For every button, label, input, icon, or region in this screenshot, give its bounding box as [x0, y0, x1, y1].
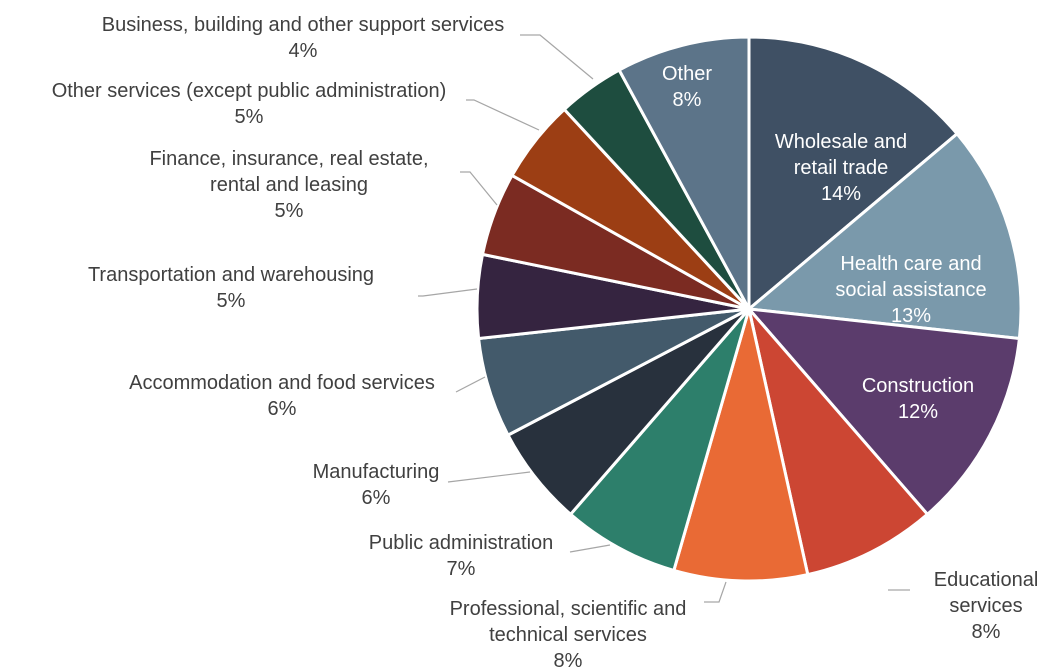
slice-value-label: 5% — [235, 106, 264, 128]
slice-value-label: 12% — [898, 401, 938, 423]
slice-value-label: 8% — [673, 89, 702, 111]
leader-line-finance-insurance-real-estate-rental-and-leasing — [460, 172, 497, 205]
slice-value-label: 5% — [217, 290, 246, 312]
slice-label-transportation-and-warehousing: Transportation and warehousing 5% — [88, 264, 374, 312]
slice-category-label: retail trade — [794, 157, 889, 179]
slice-category-label: Other — [662, 63, 712, 85]
slice-category-label: social assistance — [835, 279, 986, 301]
leader-line-other-services-except-public-administration — [466, 100, 539, 130]
leader-line-accommodation-and-food-services — [456, 377, 485, 392]
slice-category-label: Wholesale and — [775, 131, 907, 153]
leader-line-transportation-and-warehousing — [418, 289, 477, 296]
slice-category-label: Other services (except public administra… — [52, 80, 447, 102]
slice-value-label: 8% — [554, 650, 583, 671]
slice-label-business-building-and-other-support-services: Business, building and other support ser… — [102, 14, 504, 62]
slice-label-manufacturing: Manufacturing 6% — [313, 461, 440, 509]
slice-category-label: Construction — [862, 375, 974, 397]
slice-category-label: services — [949, 595, 1022, 617]
slice-label-accommodation-and-food-services: Accommodation and food services 6% — [129, 372, 435, 420]
slice-value-label: 4% — [289, 40, 318, 62]
slice-category-label: Accommodation and food services — [129, 372, 435, 394]
slice-value-label: 13% — [891, 305, 931, 327]
slice-category-label: Finance, insurance, real estate, — [149, 148, 428, 170]
slice-category-label: rental and leasing — [210, 174, 368, 196]
slice-value-label: 6% — [268, 398, 297, 420]
slice-value-label: 14% — [821, 183, 861, 205]
slice-category-label: technical services — [489, 624, 647, 646]
slice-value-label: 7% — [447, 558, 476, 580]
leader-line-business-building-and-other-support-services — [520, 35, 593, 79]
leader-line-professional-scientific-and-technical-services — [704, 582, 726, 602]
slice-category-label: Transportation and warehousing — [88, 264, 374, 286]
slice-category-label: Business, building and other support ser… — [102, 14, 504, 36]
slice-value-label: 6% — [362, 487, 391, 509]
slice-value-label: 8% — [972, 621, 1001, 643]
leader-line-manufacturing — [448, 472, 530, 482]
slice-label-other-services-except-public-administration: Other services (except public administra… — [52, 80, 447, 128]
slice-category-label: Public administration — [369, 532, 554, 554]
slice-category-label: Professional, scientific and — [450, 598, 687, 620]
slice-category-label: Health care and — [840, 253, 981, 275]
slice-label-finance-insurance-real-estate-rental-and-leasing: Finance, insurance, real estate, rental a… — [149, 148, 428, 222]
pie-slices — [477, 37, 1021, 581]
slice-label-professional-scientific-and-technical-services: Professional, scientific and technical se… — [450, 598, 687, 671]
slice-label-educational-services: Educational services 8% — [934, 569, 1039, 643]
slice-category-label: Manufacturing — [313, 461, 440, 483]
slice-label-public-administration: Public administration 7% — [369, 532, 554, 580]
slice-value-label: 5% — [275, 200, 304, 222]
slice-category-label: Educational — [934, 569, 1039, 591]
leader-line-public-administration — [570, 545, 610, 552]
